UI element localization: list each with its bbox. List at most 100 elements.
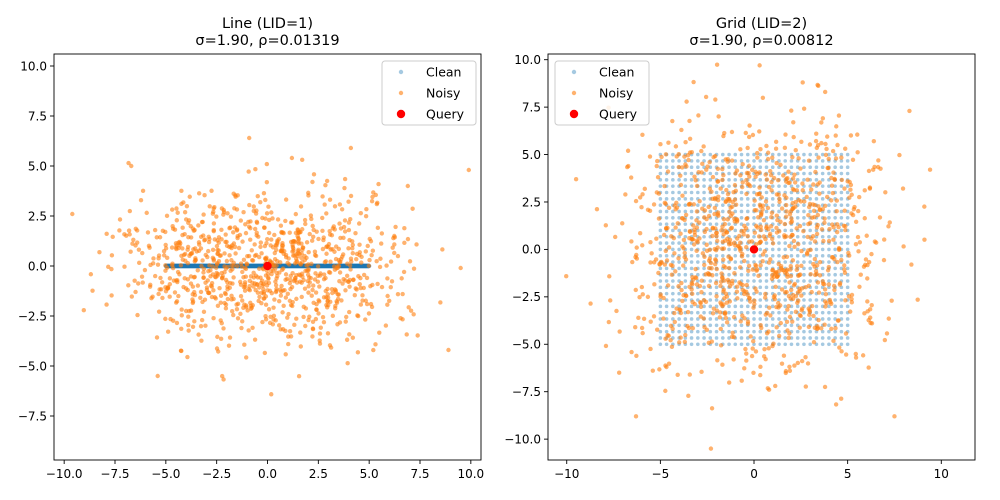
noisy-point bbox=[258, 244, 263, 250]
noisy-point bbox=[159, 280, 165, 285]
noisy-point bbox=[651, 314, 657, 319]
clean-point bbox=[359, 263, 364, 269]
clean-point bbox=[351, 263, 357, 269]
clean-point bbox=[727, 272, 731, 277]
noisy-point bbox=[792, 363, 797, 368]
clean-point bbox=[721, 209, 725, 214]
noisy-point bbox=[758, 372, 763, 378]
clean-point bbox=[191, 263, 196, 269]
noisy-point bbox=[808, 271, 813, 277]
clean-point bbox=[190, 263, 195, 269]
clean-point bbox=[193, 263, 198, 269]
noisy-point bbox=[321, 272, 327, 277]
noisy-point bbox=[314, 301, 319, 307]
noisy-point bbox=[351, 277, 356, 283]
clean-point bbox=[323, 263, 328, 269]
clean-point bbox=[758, 317, 763, 321]
noisy-point bbox=[685, 153, 691, 158]
noisy-point bbox=[245, 254, 250, 259]
noisy-point bbox=[201, 212, 206, 217]
clean-point bbox=[702, 190, 706, 195]
clean-point bbox=[702, 285, 706, 290]
noisy-point bbox=[300, 157, 305, 163]
clean-point bbox=[839, 272, 844, 277]
noisy-point bbox=[174, 299, 180, 304]
clean-point bbox=[721, 203, 725, 207]
noisy-point bbox=[304, 263, 309, 268]
clean-point bbox=[827, 184, 831, 188]
noisy-point bbox=[794, 267, 799, 273]
noisy-point bbox=[163, 289, 169, 294]
clean-point bbox=[839, 253, 844, 258]
noisy-point bbox=[230, 267, 235, 272]
clean-point bbox=[353, 263, 358, 269]
noisy-point bbox=[325, 286, 330, 292]
noisy-point bbox=[764, 225, 769, 231]
clean-point bbox=[683, 304, 688, 309]
clean-point bbox=[352, 263, 357, 269]
noisy-point bbox=[306, 290, 311, 295]
noisy-point bbox=[721, 257, 726, 262]
clean-point bbox=[252, 263, 257, 269]
clean-point bbox=[253, 263, 258, 269]
clean-point bbox=[664, 253, 669, 258]
clean-point bbox=[808, 329, 812, 334]
clean-point bbox=[696, 323, 700, 328]
noisy-point bbox=[334, 299, 339, 304]
noisy-point bbox=[408, 308, 414, 313]
noisy-point bbox=[855, 234, 861, 240]
clean-point bbox=[745, 222, 750, 226]
noisy-point bbox=[264, 241, 269, 246]
noisy-point bbox=[253, 287, 258, 293]
noisy-point bbox=[639, 325, 645, 331]
noisy-point bbox=[298, 204, 304, 209]
noisy-point bbox=[758, 239, 763, 244]
noisy-point bbox=[142, 267, 148, 273]
noisy-point bbox=[710, 174, 716, 180]
clean-point bbox=[770, 165, 775, 169]
noisy-point bbox=[691, 223, 696, 228]
noisy-point bbox=[806, 213, 811, 218]
noisy-point bbox=[637, 295, 642, 300]
noisy-point bbox=[796, 197, 801, 203]
noisy-point bbox=[697, 236, 702, 241]
noisy-point bbox=[675, 221, 680, 226]
clean-point bbox=[327, 263, 332, 269]
noisy-point bbox=[633, 324, 638, 330]
clean-point bbox=[714, 342, 719, 347]
noisy-point bbox=[690, 237, 695, 242]
noisy-point bbox=[663, 226, 669, 231]
noisy-point bbox=[812, 264, 817, 269]
clean-point bbox=[362, 263, 368, 269]
noisy-point bbox=[740, 287, 745, 293]
noisy-point bbox=[806, 221, 811, 227]
clean-point bbox=[783, 298, 788, 302]
noisy-point bbox=[302, 253, 307, 259]
clean-point bbox=[758, 298, 763, 302]
noisy-point bbox=[352, 292, 357, 298]
noisy-point bbox=[205, 290, 211, 295]
clean-point bbox=[777, 253, 781, 258]
clean-point bbox=[752, 253, 756, 258]
noisy-point bbox=[298, 344, 304, 349]
noisy-point bbox=[369, 252, 374, 258]
clean-point bbox=[727, 342, 731, 347]
clean-point bbox=[677, 241, 681, 245]
clean-point bbox=[677, 209, 681, 214]
noisy-point bbox=[219, 227, 224, 233]
clean-point bbox=[322, 263, 327, 269]
noisy-point bbox=[666, 140, 671, 145]
noisy-point bbox=[640, 330, 645, 336]
clean-point bbox=[802, 209, 806, 214]
noisy-point bbox=[815, 325, 821, 331]
noisy-point bbox=[836, 318, 841, 323]
y-tick-label: 0.0 bbox=[522, 243, 541, 257]
noisy-point bbox=[280, 240, 285, 246]
noisy-point bbox=[702, 254, 707, 259]
noisy-point bbox=[350, 335, 356, 340]
noisy-point bbox=[698, 300, 703, 306]
clean-point bbox=[677, 317, 681, 321]
clean-point bbox=[323, 263, 329, 269]
clean-point bbox=[664, 304, 669, 309]
clean-point bbox=[671, 209, 675, 214]
